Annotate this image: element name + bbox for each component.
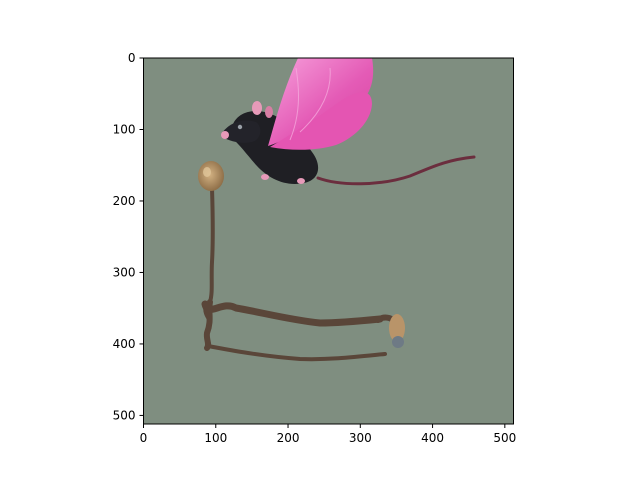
y-tick-label: 200 (113, 194, 136, 208)
y-tick-label: 0 (128, 51, 136, 65)
mouse-tail (316, 155, 476, 186)
x-tick-label: 500 (493, 431, 516, 445)
image-content (143, 58, 514, 424)
x-tick-label: 300 (349, 431, 372, 445)
y-axis: 0 100 200 300 400 500 (113, 51, 144, 422)
x-tick-label: 200 (277, 431, 300, 445)
y-tick-label: 100 (113, 122, 136, 136)
x-tick-label: 100 (204, 431, 227, 445)
x-axis: 0 100 200 300 400 500 (140, 424, 516, 445)
y-tick-label: 400 (113, 337, 136, 351)
x-tick-label: 400 (421, 431, 444, 445)
x-tick-label: 0 (140, 431, 148, 445)
axes-frame (143, 57, 514, 425)
y-tick-label: 300 (113, 265, 136, 279)
y-tick-label: 500 (113, 408, 136, 422)
twig-end-knot (389, 314, 405, 348)
twig (201, 186, 401, 362)
seed-pod (198, 161, 224, 191)
wings (268, 58, 374, 150)
